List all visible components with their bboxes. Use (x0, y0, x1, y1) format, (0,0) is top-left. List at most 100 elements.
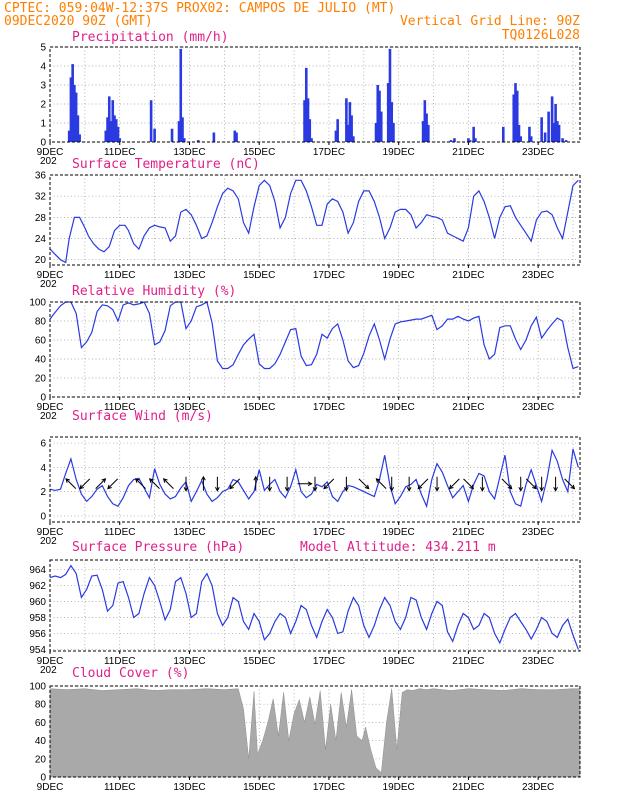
precip-bar (529, 136, 533, 142)
panel-frame (49, 559, 581, 652)
wind-arrow (389, 476, 395, 492)
wind-arrow-head (323, 484, 329, 490)
cloud-area (49, 688, 581, 778)
series-line (49, 564, 579, 650)
wind-arrow-head (518, 487, 524, 492)
precip-bar (78, 134, 81, 142)
wind-arrow-head (570, 484, 576, 490)
panel-title: Surface Temperature (nC) (72, 157, 260, 172)
y-tick-label: 40 (35, 355, 47, 366)
x-tick-label: 11DEC (104, 147, 136, 158)
y-tick-label: 5 (40, 43, 46, 54)
wind-arrow (229, 478, 241, 490)
wind-arrow-shaft (463, 478, 474, 490)
precip-bar (421, 121, 425, 142)
precip-bar (474, 138, 477, 142)
y-tick-label: 960 (29, 597, 46, 608)
precip-bar (116, 126, 120, 142)
x-tick-label: 9DEC (37, 656, 64, 667)
wind-arrow-head (406, 487, 412, 492)
wind-arrow (312, 476, 318, 492)
precip-bar (350, 115, 353, 142)
wind-arrow-head (107, 484, 112, 490)
y-tick-label: 60 (35, 336, 47, 347)
y-tick-label: 0 (40, 511, 46, 522)
wind-arrow (323, 478, 335, 490)
wind-arrow-head (312, 487, 318, 492)
x-tick-label: 11DEC (104, 656, 136, 667)
x-tick-label: 21DEC (452, 656, 484, 667)
wind-arrow-head (389, 487, 395, 492)
panel-frame (49, 301, 581, 398)
x-tick-label: 15DEC (243, 527, 275, 538)
wind-arrow (215, 476, 220, 492)
panel-title: Precipitation (mm/h) (72, 30, 229, 45)
panel-4: 0 2 4 6 9DEC 11DEC 13DEC 15DEC 17DEC 19DEC 21DEC 23… (37, 409, 581, 547)
wind-arrow-head (201, 475, 206, 481)
precip-bar (543, 132, 547, 142)
y-tick-label: 80 (35, 700, 47, 711)
panel-frame (49, 685, 581, 778)
precip-bar (540, 117, 543, 142)
precip-bar (306, 98, 310, 142)
wind-arrow-head (162, 478, 168, 483)
x-tick-label: 13DEC (173, 782, 205, 793)
precip-bar (378, 90, 381, 142)
wind-arrow (564, 478, 576, 490)
precip-bar (177, 121, 181, 142)
precip-bar (76, 115, 80, 142)
y-tick-label: 2 (40, 100, 46, 111)
precip-bar (557, 124, 561, 142)
precip-bar (212, 132, 216, 142)
precip-bar (179, 48, 183, 142)
header-grid-line: Vertical Grid Line: 90Z (400, 14, 580, 29)
x-tick-label: 11DEC (104, 527, 136, 538)
x-tick-label: 23DEC (522, 782, 554, 793)
y-tick-label: 32 (35, 192, 47, 203)
wind-arrow (284, 476, 290, 492)
x-tick-label: 23DEC (522, 147, 554, 158)
x-tick-label: 9DEC (37, 527, 64, 538)
x-tick-label: 21DEC (452, 270, 484, 281)
precip-bar (118, 138, 122, 142)
y-tick-label: 20 (35, 255, 47, 266)
precip-bar (512, 94, 516, 142)
panel-frame (49, 46, 581, 143)
precip-bar (348, 102, 352, 142)
wind-arrow-head (507, 484, 513, 490)
y-tick-label: 962 (29, 581, 46, 592)
precip-bar (467, 138, 470, 142)
precip-bar (501, 126, 505, 142)
wind-arrow-shaft (65, 478, 77, 490)
precip-bar (554, 104, 557, 142)
precip-bar (304, 67, 308, 142)
precip-bar (528, 126, 531, 142)
precip-bar (114, 119, 118, 142)
wind-arrow-head (148, 478, 154, 483)
wind-arrow-head (284, 487, 290, 492)
wind-arrow (406, 476, 412, 492)
wind-arrow-head (229, 484, 234, 490)
panel-2: 20 24 28 32 36 9DEC 11DEC 13DEC 15DEC 17DEC 19DEC 2… (35, 157, 581, 290)
x-tick-label: 17DEC (313, 656, 345, 667)
x-tick-label: 15DEC (243, 402, 275, 413)
panel-frame (49, 174, 581, 266)
wind-arrow (358, 478, 370, 490)
precip-bar (69, 77, 73, 142)
wind-arrow-head (539, 487, 545, 492)
wind-arrow-head (253, 475, 259, 481)
wind-arrow-shaft (449, 478, 460, 490)
wind-arrow-head (344, 487, 349, 492)
precip-bar (303, 100, 306, 142)
wind-arrow-shaft (95, 478, 106, 490)
y-tick-label: 0 (40, 773, 46, 784)
y-tick-label: 2 (40, 487, 46, 498)
x-tick-label: 11DEC (104, 270, 136, 281)
wind-arrow (344, 476, 349, 492)
y-tick-label: 3 (40, 81, 46, 92)
wind-arrow (525, 478, 537, 490)
precip-bar (336, 119, 339, 142)
wind-arrow-shaft (358, 478, 370, 490)
precip-bar (153, 128, 156, 142)
x-tick-label: 13DEC (173, 270, 205, 281)
